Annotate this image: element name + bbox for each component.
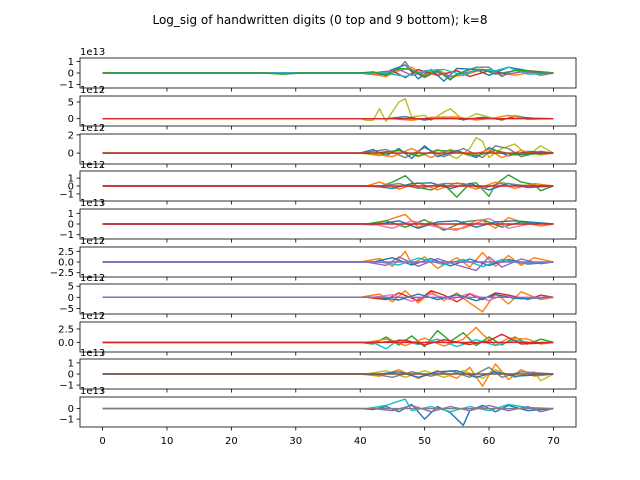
panel-frame: [79, 133, 577, 165]
x-tick-label: 70: [547, 436, 560, 447]
x-tick-label: 30: [289, 436, 302, 447]
series-line-8-1: [102, 368, 554, 382]
x-tick-label: 10: [161, 436, 174, 447]
y-tick-label: 2.5: [58, 247, 74, 258]
y-tick-label: −1: [59, 80, 74, 91]
y-tick-label: −2.5: [50, 268, 74, 279]
panel-frame: [79, 321, 577, 353]
series-line-5-1: [102, 256, 554, 272]
panel-series-group: [102, 174, 554, 198]
y-tick-label: 0: [68, 182, 74, 193]
chart-panels: 10−11e13501e12201e1210−11e1210−11e132.50…: [50, 47, 577, 431]
y-tick-label: 0: [68, 114, 74, 125]
y-offset-label: 1e12: [80, 85, 105, 96]
panel-digit-4: 10−1 1e13: [59, 198, 577, 243]
y-tick-label: 0: [68, 404, 74, 415]
y-tick-label: −5: [59, 304, 74, 315]
series-line-4-1: [102, 219, 554, 232]
panel-digit-5: 2.50.0−2.5 1e12: [50, 236, 577, 281]
series-line-2-1: [102, 145, 554, 159]
series-line-4-3: [102, 220, 554, 229]
series-line-3-3: [102, 182, 554, 190]
y-offset-label: 1e13: [80, 47, 105, 58]
series-line-3-0: [102, 174, 554, 198]
y-tick-label: 1: [68, 209, 74, 220]
series-line-0-6: [102, 67, 554, 81]
series-line-0-5: [102, 66, 554, 78]
y-tick-label: 5: [68, 282, 74, 293]
series-line-0-2: [102, 66, 554, 78]
x-axis: 0 10 20 30 40 50 60 70: [99, 436, 559, 447]
y-offset-label: 1e13: [80, 198, 105, 209]
panel-series-group: [102, 290, 554, 313]
y-offset-label: 1e12: [80, 311, 105, 322]
panel-digit-8: 10−1 1e13: [59, 348, 577, 393]
y-tick-label: 2: [68, 130, 74, 141]
y-tick-label: 0: [68, 69, 74, 80]
panel-frame: [79, 396, 577, 428]
y-offset-label: 1e12: [80, 273, 105, 284]
panel-digit-2: 2 0 1e12: [68, 123, 577, 168]
y-tick-label: 0.0: [58, 338, 74, 349]
x-tick-label: 40: [354, 436, 367, 447]
panel-series-group: [102, 60, 554, 82]
y-tick-label: 1: [68, 57, 74, 68]
panel-digit-3: 10−1 1e12: [59, 160, 577, 205]
series-line-0-4: [102, 68, 554, 78]
panel-digit-6: 50−5 1e12: [59, 273, 577, 318]
panel-digit-0: 10−1 1e13: [59, 47, 577, 92]
y-tick-label: 0: [68, 293, 74, 304]
panel-digit-9: 0−1 1e13: [59, 386, 577, 431]
panel-frame: [79, 95, 577, 127]
series-line-6-2: [102, 292, 554, 302]
y-offset-label: 1e12: [80, 160, 105, 171]
panel-series-group: [102, 98, 554, 122]
y-tick-label: −1: [59, 230, 74, 241]
panel-digit-7: 2.5 0.0 1e12: [58, 311, 577, 356]
panel-digit-1: 5 0 1e12: [68, 85, 577, 130]
panel-series-group: [102, 213, 554, 232]
x-tick-label: 0: [99, 436, 105, 447]
panel-series-group: [102, 398, 554, 427]
y-offset-label: 1e12: [80, 236, 105, 247]
y-tick-label: 1: [68, 358, 74, 369]
y-offset-label: 1e12: [80, 123, 105, 134]
y-tick-label: 2.5: [58, 324, 74, 335]
y-tick-label: 1: [68, 174, 74, 185]
series-line-2-2: [102, 145, 554, 160]
y-tick-label: −1: [59, 381, 74, 392]
chart-title: Log_sig of handwritten digits (0 top and…: [152, 13, 487, 27]
x-tick-label: 20: [225, 436, 238, 447]
y-offset-label: 1e13: [80, 386, 105, 397]
panel-series-group: [102, 136, 554, 160]
x-tick-label: 60: [483, 436, 496, 447]
panel-series-group: [102, 250, 554, 272]
y-tick-label: 5: [68, 98, 74, 109]
series-line-1-1: [102, 116, 554, 121]
y-tick-label: 0: [68, 370, 74, 381]
x-tick-label: 50: [418, 436, 431, 447]
y-offset-label: 1e13: [80, 348, 105, 359]
y-tick-label: −1: [59, 415, 74, 426]
series-line-9-1: [102, 398, 554, 413]
series-line-4-2: [102, 217, 554, 232]
panel-series-group: [102, 363, 554, 387]
y-tick-label: 0.0: [58, 258, 74, 269]
series-line-7-1: [102, 326, 554, 347]
y-tick-label: −1: [59, 189, 74, 200]
panel-series-group: [102, 326, 554, 350]
y-tick-label: 0: [68, 149, 74, 160]
series-line-5-2: [102, 257, 554, 267]
y-tick-label: 0: [68, 220, 74, 231]
panel-frame: [79, 283, 577, 315]
